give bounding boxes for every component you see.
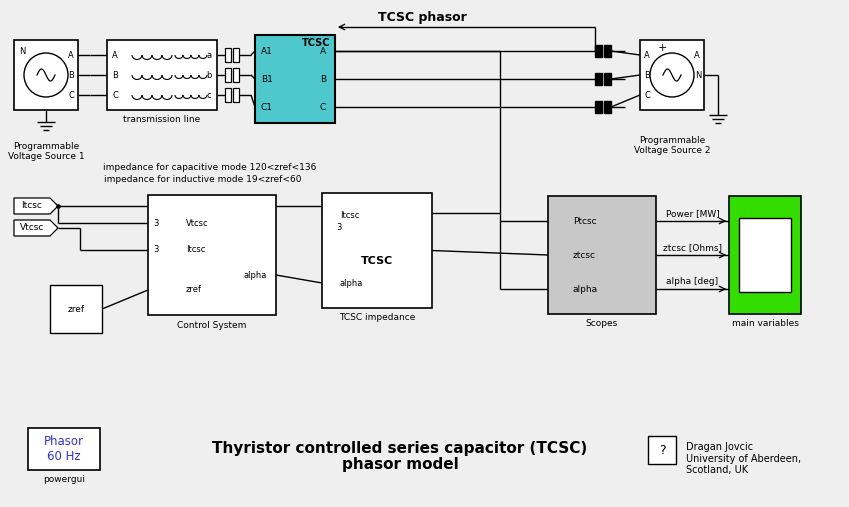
Bar [233,68,239,82]
Text: zref: zref [67,305,85,313]
Bar [255,35,335,123]
Bar [729,196,801,314]
Text: TCSC: TCSC [361,256,393,266]
Text: Programmable
Voltage Source 1: Programmable Voltage Source 1 [8,142,84,161]
Bar [322,193,432,308]
Text: +: + [657,43,666,53]
Bar [225,88,231,102]
Text: Dragan Jovcic
University of Aberdeen,
Scotland, UK: Dragan Jovcic University of Aberdeen, Sc… [686,442,801,475]
Text: alpha [deg]: alpha [deg] [666,277,718,286]
Bar [595,101,602,113]
Text: Itcsc: Itcsc [340,210,359,220]
Text: C: C [112,91,118,99]
Text: A: A [320,47,326,55]
Text: Phasor
60 Hz: Phasor 60 Hz [44,435,84,463]
Text: B: B [320,75,326,84]
Text: ztcsc: ztcsc [573,250,596,260]
Text: C: C [320,102,326,112]
Bar [225,48,231,62]
Text: Thyristor controlled series capacitor (TCSC): Thyristor controlled series capacitor (T… [212,441,588,455]
Text: Vtcsc: Vtcsc [186,219,209,228]
Text: main variables: main variables [732,319,798,329]
Bar [148,195,276,315]
Text: Scopes: Scopes [586,319,618,329]
Text: impedance for inductive mode 19<zref<60: impedance for inductive mode 19<zref<60 [104,175,301,185]
Bar [225,68,231,82]
Bar [233,88,239,102]
Text: A: A [694,51,700,59]
Text: A: A [112,51,118,59]
Text: B: B [112,70,118,80]
Text: Itcsc: Itcsc [21,201,42,210]
Bar [640,40,704,110]
Bar [604,73,611,85]
Text: alpha: alpha [340,278,363,287]
Bar [604,45,611,57]
Text: impedance for capacitive mode 120<zref<136: impedance for capacitive mode 120<zref<1… [104,163,317,172]
Polygon shape [14,198,58,214]
Bar [739,218,791,292]
Text: A1: A1 [261,47,273,55]
Bar [548,196,656,314]
Text: phasor model: phasor model [341,457,458,473]
Text: A: A [68,51,74,59]
Text: N: N [694,70,701,80]
Polygon shape [14,220,58,236]
Text: TCSC impedance: TCSC impedance [339,313,415,322]
Bar [233,48,239,62]
Text: N: N [19,48,25,56]
Text: Vtcsc: Vtcsc [20,224,44,233]
Text: TCSC: TCSC [301,38,330,48]
Bar [107,40,217,110]
Bar [595,73,602,85]
Bar [648,436,676,464]
Text: Power [MW]: Power [MW] [666,209,719,219]
Text: a: a [206,51,211,59]
Text: alpha: alpha [573,284,599,294]
Text: ?: ? [659,444,666,456]
Text: transmission line: transmission line [123,116,200,125]
Text: 3: 3 [154,219,159,228]
Bar [604,101,611,113]
Text: Ptcsc: Ptcsc [573,216,597,226]
Text: c: c [206,91,211,99]
Bar [595,45,602,57]
Bar [50,285,102,333]
Text: B: B [68,70,74,80]
Bar [14,40,78,110]
Text: zref: zref [186,285,202,295]
Text: Itcsc: Itcsc [186,245,205,255]
Text: TCSC phasor: TCSC phasor [378,12,466,24]
Text: B: B [644,70,650,80]
Text: A: A [644,51,649,59]
Text: 3: 3 [336,223,341,232]
Text: ztcsc [Ohms]: ztcsc [Ohms] [663,243,722,252]
Text: C: C [68,91,74,99]
Text: B1: B1 [261,75,273,84]
Text: 3: 3 [154,245,159,255]
Text: C1: C1 [261,102,273,112]
Text: b: b [206,70,211,80]
Text: Control System: Control System [177,320,247,330]
Bar [28,428,100,470]
Text: C: C [644,91,650,99]
Text: alpha: alpha [244,271,267,279]
Text: powergui: powergui [43,476,85,485]
Text: Programmable
Voltage Source 2: Programmable Voltage Source 2 [633,136,711,156]
